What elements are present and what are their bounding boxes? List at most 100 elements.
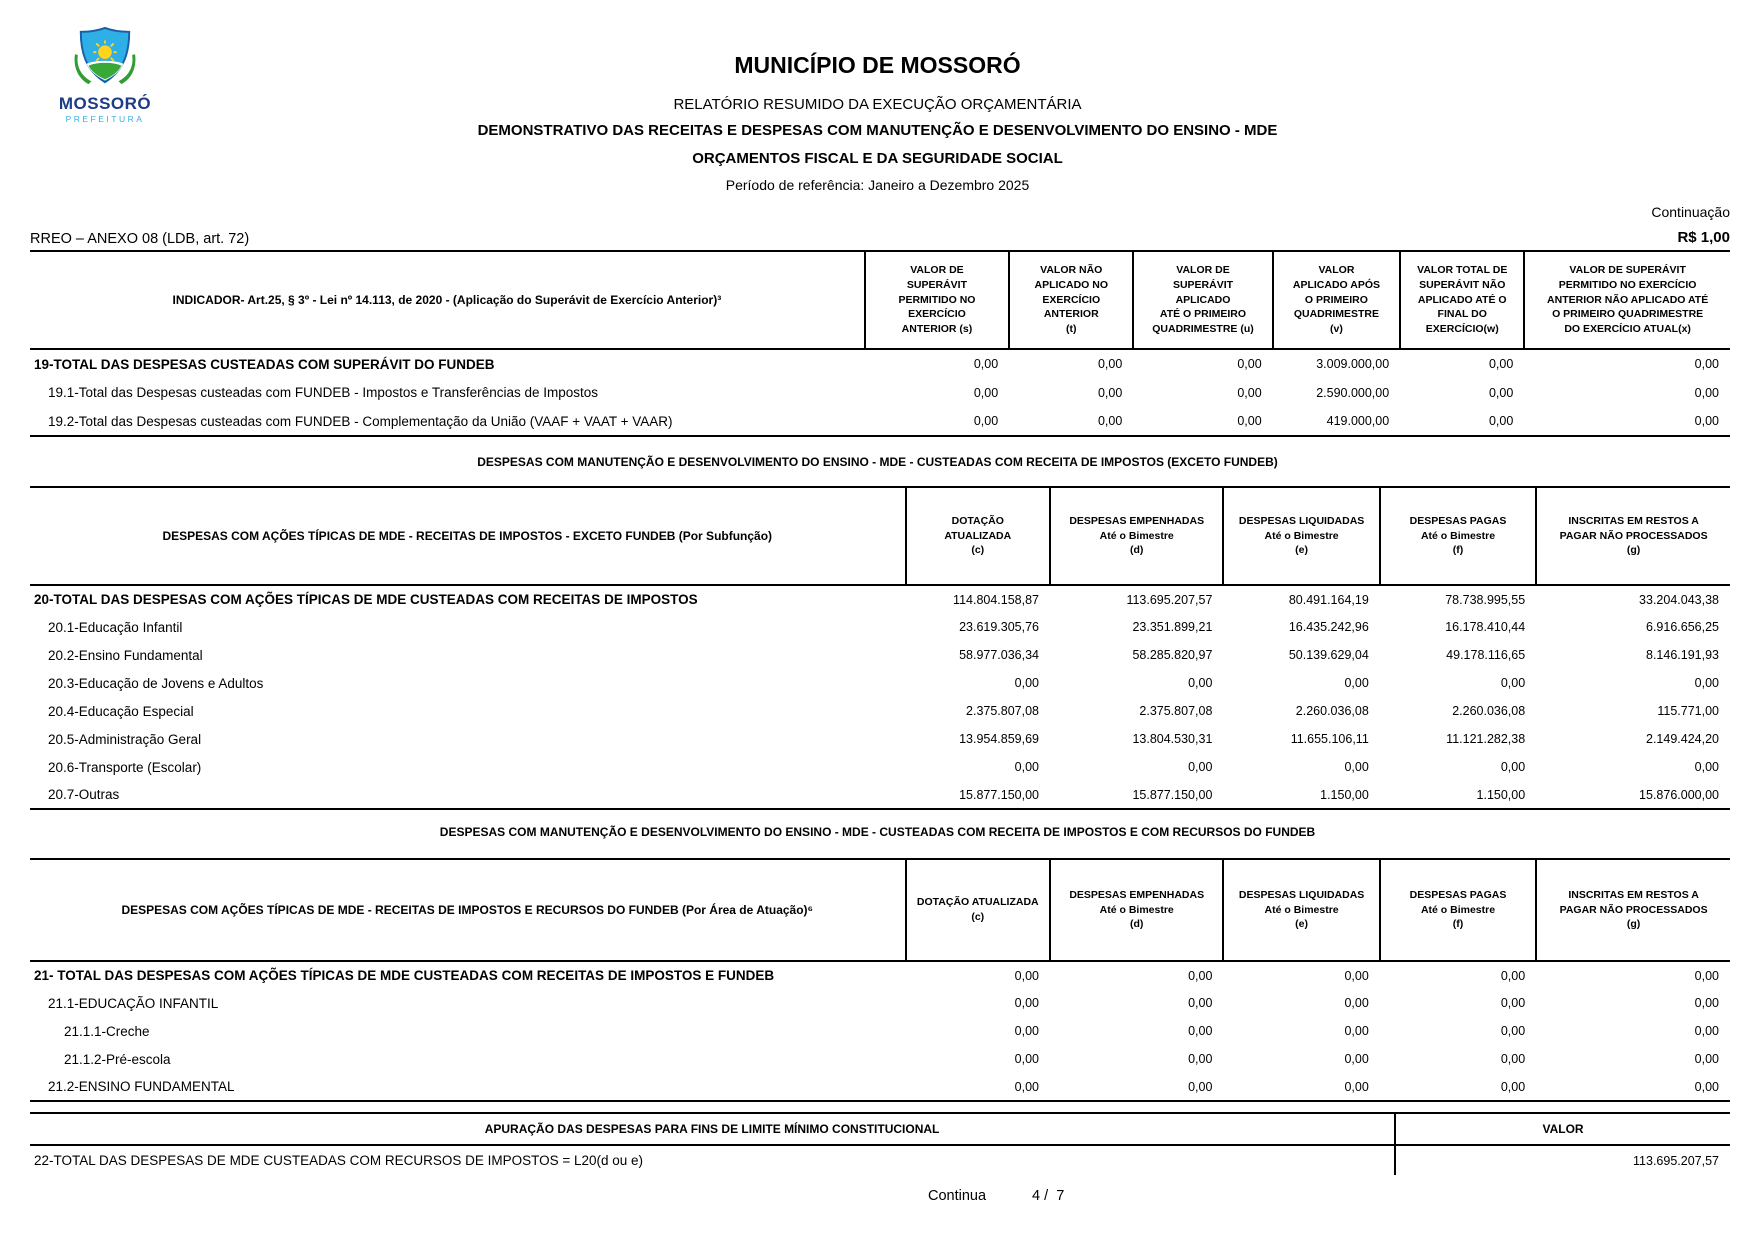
row-label: 20.6-Transporte (Escolar) [48,759,202,775]
table-row: 20.6-Transporte (Escolar) 0,00 0,00 0,00 0,0… [30,753,1730,781]
table-row: 21.1-EDUCAÇÃO INFANTIL 0,00 0,00 0,00 0,00 0,… [30,989,1730,1017]
table-row: 20.2-Ensino Fundamental 58.977.036,34 58.2… [30,641,1730,669]
cell-value: 2.590.000,00 [1316,385,1390,400]
row-label: 20.4-Educação Especial [48,703,194,719]
cell-value: 0,00 [864,407,1010,437]
table-row: 20.1-Educação Infantil 23.619.305,76 23.35… [30,613,1730,641]
section-title-mde-impostos: DESPESAS COM MANUTENÇÃO E DESENVOLVIMENT… [477,455,1278,469]
table-row: 22-TOTAL DAS DESPESAS DE MDE CUSTEADAS C… [30,1145,1730,1175]
statement-title: DEMONSTRATIVO DAS RECEITAS E DESPESAS CO… [477,122,1278,139]
table-row: 19.2-Total das Despesas custeadas com FU… [30,407,1730,437]
cell-value: 0,00 [1379,1073,1537,1102]
table-header-row: APURAÇÃO DAS DESPESAS PARA FINS DE LIMIT… [30,1112,1730,1146]
city-logo: MOSSORÓ PREFEITURA [50,26,160,124]
cell-value: 0,00 [1014,996,1040,1010]
cell-value: 0,00 [1188,760,1213,774]
area-atuacao-header: DESPESAS COM AÇÕES TÍPICAS DE MDE - RECE… [30,858,906,962]
municipality-title: MUNICÍPIO DE MOSSORÓ [734,52,1021,78]
row-label: 20.1-Educação Infantil [48,619,183,635]
table-header-row: DESPESAS COM AÇÕES TÍPICAS DE MDE - RECE… [30,486,1730,586]
cell-value: 0,00 [973,385,999,400]
table-row: 21.1.1-Creche 0,00 0,00 0,00 0,00 0,00 [30,1017,1730,1045]
cell-value: 78.738.995,55 [1445,592,1526,607]
cell-value: 0,00 [1694,357,1719,371]
cell-value: 0,00 [1500,760,1526,774]
cell-value: 0,00 [1237,385,1262,400]
table-body: 19-TOTAL DAS DESPESAS CUSTEADAS COM SUPE… [30,349,1730,437]
column-header: INSCRITAS EM RESTOS A PAGAR NÃO PROCESSA… [1535,858,1730,962]
cell-value: 0,00 [1014,1024,1040,1038]
page-number: 4 / 7 [1032,1188,1065,1204]
cell-value: 0,00 [1188,1052,1213,1066]
cell-value: 0,00 [1694,760,1719,774]
cell-value: 0,00 [973,357,999,371]
cell-value: 0,00 [1014,760,1040,774]
cell-value: 0,00 [1050,1073,1224,1102]
cell-value: 0,00 [1014,968,1040,983]
row-label: 22-TOTAL DAS DESPESAS DE MDE CUSTEADAS C… [34,1153,644,1168]
cell-value: 0,00 [1524,407,1730,437]
column-header: VALOR NÃO APLICADO NO EXERCÍCIO ANTERIOR… [1008,250,1134,350]
report-title: RELATÓRIO RESUMIDO DA EXECUÇÃO ORÇAMENTÁ… [673,96,1082,113]
cell-value: 58.285.820,97 [1132,648,1213,662]
column-header: VALOR DE SUPERÁVIT PERMITIDO NO EXERCÍCI… [863,250,1010,350]
cell-value: 0,00 [1694,1024,1719,1038]
table-header-row: INDICADOR- Art.25, § 3º - Lei nº 14.113,… [30,250,1730,350]
row-label: 21.1.2-Pré-escola [64,1051,171,1067]
apuracao-limite-table: APURAÇÃO DAS DESPESAS PARA FINS DE LIMIT… [30,1112,1730,1175]
indicator-header: INDICADOR- Art.25, § 3º - Lei nº 14.113,… [30,250,865,350]
row-label: 21.1-EDUCAÇÃO INFANTIL [48,995,219,1011]
row-label: 19.1-Total das Despesas custeadas com FU… [48,385,598,400]
row-label: 20.3-Educação de Jovens e Adultos [48,675,264,691]
cell-value: 0,00 [1344,1024,1369,1038]
cell-value: 49.178.116,65 [1446,648,1526,662]
cell-value: 0,00 [1536,1073,1730,1102]
cell-value: 2.260.036,08 [1452,704,1526,718]
cell-value: 0,00 [1188,968,1213,983]
budgets-title: ORÇAMENTOS FISCAL E DA SEGURIDADE SOCIAL [692,150,1063,167]
cell-value: 0,00 [1344,1052,1369,1066]
cell-value: 50.139.629,04 [1288,648,1369,662]
cell-value: 0,00 [905,1073,1051,1102]
logo-subtitle: PREFEITURA [65,114,145,124]
cell-value: 0,00 [1694,676,1719,690]
cell-value: 0,00 [1500,1024,1526,1038]
table-row: 20-TOTAL DAS DESPESAS COM AÇÕES TÍPICAS … [30,585,1730,613]
cell-value: 3.009.000,00 [1316,357,1390,371]
currency-unit-label: R$ 1,00 [1677,229,1730,246]
table-row: 20.4-Educação Especial 2.375.807,08 2.375.… [30,697,1730,725]
table-row: 20.7-Outras 15.877.150,00 15.877.150,00 1.1… [30,781,1730,810]
cell-value: 58.977.036,34 [959,648,1040,662]
cell-value: 0,00 [1014,676,1040,690]
cell-value: 0,00 [1344,676,1369,690]
column-header: DESPESAS PAGAS Até o Bimestre (f) [1378,486,1537,586]
cell-value: 33.204.043,38 [1639,592,1719,607]
cell-value: 1.150,00 [1379,781,1537,810]
mde-impostos-fundeb-table: DESPESAS COM AÇÕES TÍPICAS DE MDE - RECE… [30,858,1730,1102]
cell-value: 114.804.158,87 [953,592,1040,607]
column-header: DESPESAS EMPENHADAS Até o Bimestre (d) [1049,486,1224,586]
city-crest-icon [74,26,136,85]
row-label: 20.2-Ensino Fundamental [48,647,203,663]
cell-value: 113.695.207,57 [1126,592,1213,607]
cell-value: 0,00 [1488,385,1514,400]
row-label: 19.2-Total das Despesas custeadas com FU… [30,407,865,437]
column-header: DESPESAS LIQUIDADAS Até o Bimestre (e) [1222,858,1380,962]
cell-value: 0,00 [1488,357,1514,371]
table-row: 21.1.2-Pré-escola 0,00 0,00 0,00 0,00 0,00 [30,1045,1730,1073]
table-row: 19.1-Total das Despesas custeadas com FU… [30,378,1730,407]
cell-value: 23.619.305,76 [959,620,1040,634]
row-label: 20-TOTAL DAS DESPESAS COM AÇÕES TÍPICAS … [34,592,698,607]
cell-value: 2.375.807,08 [966,704,1040,718]
cell-value: 0,00 [1500,1052,1526,1066]
continuation-label: Continuação [1651,204,1730,220]
row-label: 20.5-Administração Geral [48,731,202,747]
table-body: 20-TOTAL DAS DESPESAS COM AÇÕES TÍPICAS … [30,585,1730,810]
anexo-label: RREO – ANEXO 08 (LDB, art. 72) [30,231,250,247]
cell-value: 0,00 [1237,357,1262,371]
cell-value: 0,00 [1500,676,1526,690]
cell-value: 80.491.164,19 [1288,592,1369,607]
cell-value: 0,00 [1188,996,1213,1010]
fundeb-superavit-table: INDICADOR- Art.25, § 3º - Lei nº 14.113,… [30,250,1730,437]
cell-value: 16.178.410,44 [1445,620,1526,634]
